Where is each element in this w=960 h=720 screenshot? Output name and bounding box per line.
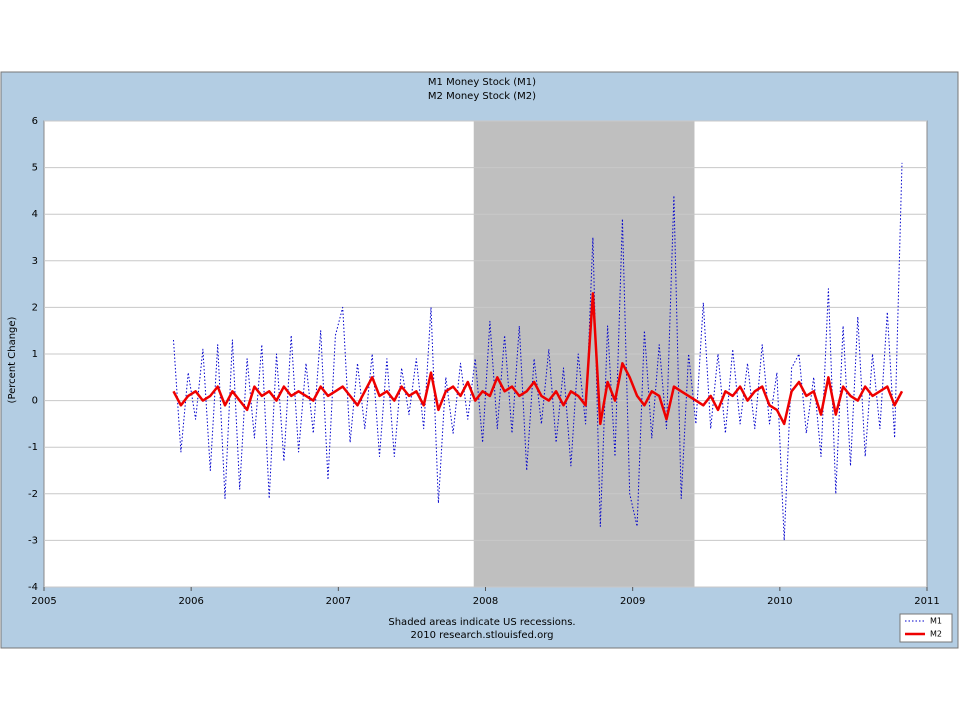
y-tick-label: -4 bbox=[28, 582, 38, 593]
x-tick-label: 2008 bbox=[473, 596, 498, 607]
y-tick-label: 1 bbox=[32, 349, 38, 360]
chart-subtitle: M2 Money Stock (M2) bbox=[428, 91, 536, 102]
x-tick-label: 2009 bbox=[620, 596, 645, 607]
source: 2010 research.stlouisfed.org bbox=[410, 630, 553, 641]
y-tick-label: 5 bbox=[32, 163, 38, 174]
x-tick-label: 2006 bbox=[178, 596, 203, 607]
series-line bbox=[172, 292, 904, 426]
y-tick-label: -2 bbox=[28, 489, 38, 500]
y-tick-label: 0 bbox=[32, 396, 38, 407]
y-tick-label: 6 bbox=[32, 116, 38, 127]
y-tick-label: -3 bbox=[28, 535, 38, 546]
x-tick-label: 2007 bbox=[326, 596, 351, 607]
footnote: Shaded areas indicate US recessions. bbox=[388, 617, 575, 628]
y-tick-label: 2 bbox=[32, 302, 38, 313]
chart-title: M1 Money Stock (M1) bbox=[428, 77, 536, 88]
legend-label: M1 bbox=[930, 617, 942, 626]
y-axis-label: (Percent Change) bbox=[7, 316, 18, 403]
x-tick-label: 2010 bbox=[767, 596, 792, 607]
x-tick-label: 2005 bbox=[31, 596, 56, 607]
x-tick-label: 2011 bbox=[914, 596, 939, 607]
y-tick-label: 3 bbox=[32, 256, 38, 267]
y-tick-label: 4 bbox=[32, 209, 38, 220]
legend-label: M2 bbox=[930, 630, 942, 639]
y-tick-label: -1 bbox=[28, 442, 38, 453]
legend-box bbox=[899, 613, 953, 643]
